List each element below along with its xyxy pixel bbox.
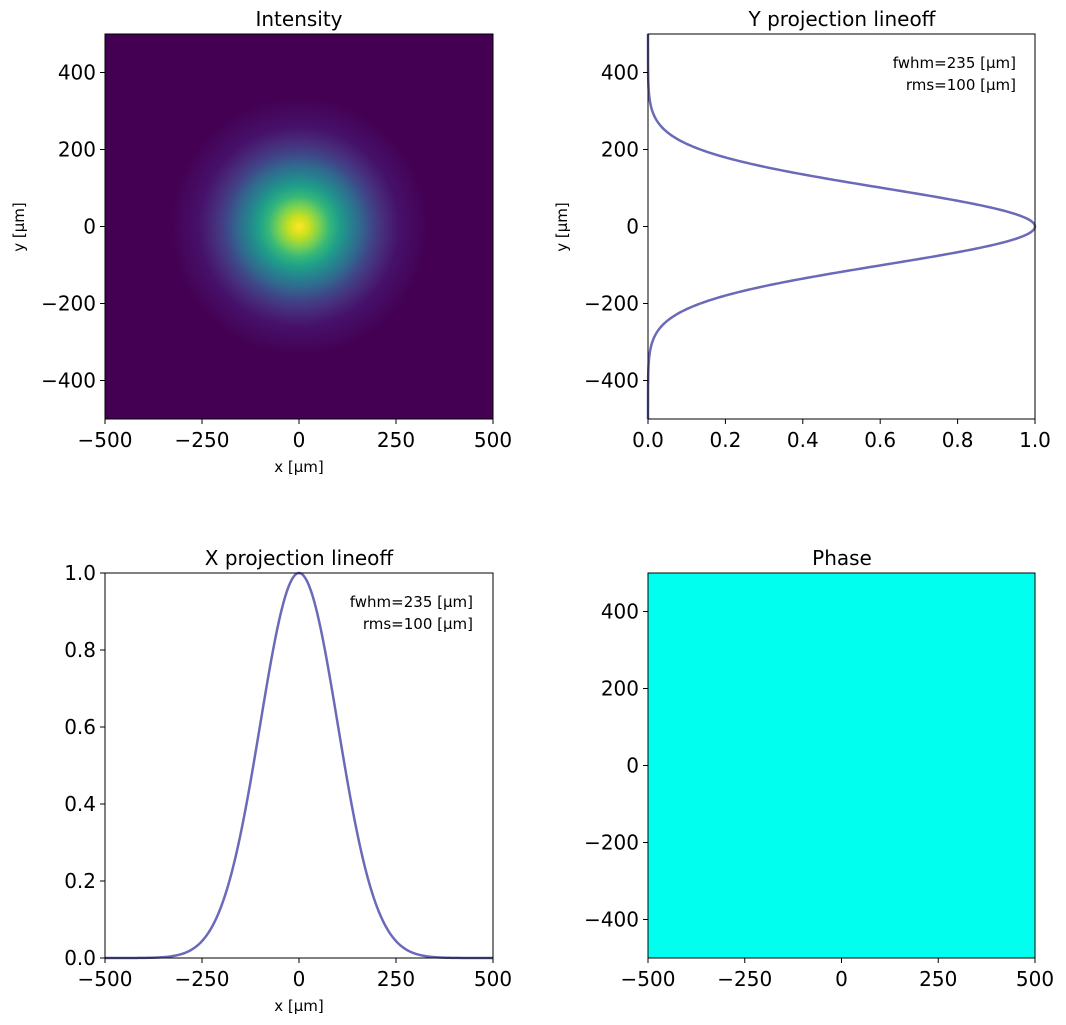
phase-y-ticks: −400 −200 0 200 400 — [584, 600, 648, 932]
y-tick-label: 0.0 — [64, 946, 96, 970]
intensity-y-ticks: −400 −200 0 200 400 — [41, 61, 105, 393]
intensity-x-ticks: −500 −250 0 250 500 — [78, 419, 512, 452]
intensity-beam-spot — [170, 98, 428, 355]
x-tick-label: 0 — [835, 967, 848, 991]
x-tick-label: 500 — [1016, 967, 1054, 991]
x-tick-label: 250 — [377, 428, 415, 452]
y-projection-title: Y projection lineoff — [748, 7, 937, 31]
panel-x-projection: X projection lineoff fwhm=235 [μm] rms=1… — [64, 546, 512, 1015]
x-tick-label: 500 — [474, 428, 512, 452]
x-projection-fwhm-annotation: fwhm=235 [μm] — [350, 593, 473, 611]
y-projection-y-label: y [μm] — [553, 202, 571, 252]
intensity-x-label: x [μm] — [274, 458, 324, 476]
y-tick-label: 400 — [58, 61, 96, 85]
y-tick-label: −400 — [584, 908, 639, 932]
x-projection-x-label: x [μm] — [274, 997, 324, 1015]
y-tick-label: 200 — [601, 138, 639, 162]
x-projection-x-ticks: −500 −250 0 250 500 — [78, 958, 512, 991]
x-tick-label: 0.2 — [709, 428, 741, 452]
intensity-y-label: y [μm] — [10, 202, 28, 252]
y-tick-label: 0.2 — [64, 869, 96, 893]
x-tick-label: 250 — [919, 967, 957, 991]
phase-x-ticks: −500 −250 0 250 500 — [621, 958, 1054, 991]
panel-intensity: Intensity −500 −250 0 250 500 −400 −200 0 200 40… — [10, 7, 512, 476]
x-projection-rms-annotation: rms=100 [μm] — [363, 615, 473, 633]
y-tick-label: 200 — [601, 677, 639, 701]
x-tick-label: −250 — [717, 967, 772, 991]
y-tick-label: 0 — [626, 215, 639, 239]
y-tick-label: 0 — [626, 754, 639, 778]
x-tick-label: 0.4 — [787, 428, 819, 452]
y-projection-y-ticks: −400 −200 0 200 400 — [584, 61, 648, 393]
y-projection-x-ticks: 0.0 0.2 0.4 0.6 0.8 1.0 — [632, 419, 1051, 452]
x-tick-label: 1.0 — [1019, 428, 1051, 452]
y-tick-label: 200 — [58, 138, 96, 162]
y-tick-label: 0 — [83, 215, 96, 239]
x-tick-label: 500 — [474, 967, 512, 991]
x-tick-label: −500 — [78, 428, 133, 452]
x-tick-label: 0.6 — [864, 428, 896, 452]
y-tick-label: −200 — [41, 292, 96, 316]
y-tick-label: −400 — [41, 369, 96, 393]
y-tick-label: −200 — [584, 292, 639, 316]
x-tick-label: −250 — [175, 428, 230, 452]
y-tick-label: 0.6 — [64, 715, 96, 739]
y-projection-fwhm-annotation: fwhm=235 [μm] — [893, 54, 1016, 72]
y-projection-rms-annotation: rms=100 [μm] — [906, 76, 1016, 94]
phase-title: Phase — [812, 546, 872, 570]
intensity-title: Intensity — [255, 7, 342, 31]
phase-heatmap — [648, 573, 1035, 958]
x-tick-label: 0.8 — [942, 428, 974, 452]
y-tick-label: −200 — [584, 831, 639, 855]
y-tick-label: −400 — [584, 369, 639, 393]
panel-phase: Phase −500 −250 0 250 500 −400 −200 0 200 400 — [584, 546, 1054, 991]
y-tick-label: 400 — [601, 61, 639, 85]
x-projection-y-ticks: 0.0 0.2 0.4 0.6 0.8 1.0 — [64, 561, 105, 970]
x-tick-label: 0 — [293, 428, 306, 452]
x-projection-title: X projection lineoff — [205, 546, 395, 570]
x-tick-label: 0.0 — [632, 428, 664, 452]
x-tick-label: 0 — [293, 967, 306, 991]
x-tick-label: −250 — [175, 967, 230, 991]
x-tick-label: −500 — [621, 967, 676, 991]
y-tick-label: 400 — [601, 600, 639, 624]
y-tick-label: 0.4 — [64, 792, 96, 816]
x-tick-label: 250 — [377, 967, 415, 991]
panel-y-projection: Y projection lineoff fwhm=235 [μm] rms=1… — [553, 7, 1051, 452]
x-tick-label: −500 — [78, 967, 133, 991]
y-tick-label: 1.0 — [64, 561, 96, 585]
y-tick-label: 0.8 — [64, 638, 96, 662]
